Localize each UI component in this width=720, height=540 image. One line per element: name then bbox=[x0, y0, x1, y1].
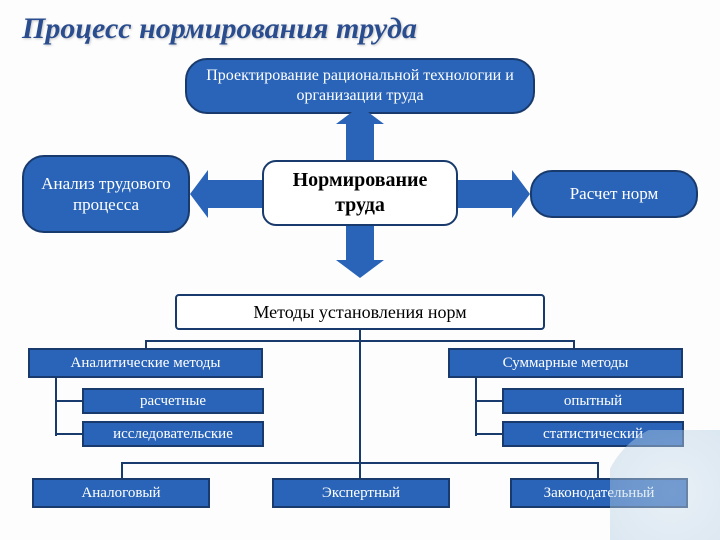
conn-to-legis bbox=[597, 462, 599, 478]
node-methods-header: Методы установления норм bbox=[175, 294, 545, 330]
node-calc-label: расчетные bbox=[140, 392, 206, 411]
page-title: Процесс нормирования труда bbox=[0, 0, 720, 54]
conn-center-long bbox=[359, 340, 361, 462]
arrow-up-head bbox=[336, 106, 384, 124]
node-experimental: опытный bbox=[502, 388, 684, 414]
conn-ana-h2 bbox=[55, 433, 82, 435]
conn-sum-v bbox=[475, 378, 477, 436]
node-right: Расчет норм bbox=[530, 170, 698, 218]
node-top-label: Проектирование рациональной технологии и… bbox=[197, 66, 523, 106]
node-calc: расчетные bbox=[82, 388, 264, 414]
conn-sum-h2 bbox=[475, 433, 502, 435]
node-analog: Аналоговый bbox=[32, 478, 210, 508]
node-center-label: Нормирование труда bbox=[274, 168, 446, 218]
conn-to-expert bbox=[359, 462, 361, 478]
node-left-label: Анализ трудового процесса bbox=[34, 173, 178, 216]
arrow-down-head bbox=[336, 260, 384, 278]
decoration-corner bbox=[610, 430, 720, 540]
conn-sum-h1 bbox=[475, 400, 502, 402]
node-experimental-label: опытный bbox=[564, 392, 622, 411]
arrow-left bbox=[205, 180, 265, 208]
node-right-label: Расчет норм bbox=[570, 183, 659, 204]
conn-to-analytical bbox=[145, 340, 147, 348]
node-analog-label: Аналоговый bbox=[81, 484, 160, 503]
arrow-right bbox=[455, 180, 515, 208]
node-center: Нормирование труда bbox=[262, 160, 458, 226]
conn-header-down bbox=[359, 330, 361, 340]
conn-ana-v bbox=[55, 378, 57, 436]
node-analytical-label: Аналитические методы bbox=[71, 354, 221, 373]
node-analytical: Аналитические методы bbox=[28, 348, 263, 378]
conn-ana-h1 bbox=[55, 400, 82, 402]
node-methods-header-label: Методы установления норм bbox=[253, 301, 466, 324]
node-expert: Экспертный bbox=[272, 478, 450, 508]
node-research-label: исследовательские bbox=[113, 425, 233, 444]
node-summary-label: Суммарные методы bbox=[503, 354, 629, 373]
conn-to-summary bbox=[573, 340, 575, 348]
node-expert-label: Экспертный bbox=[322, 484, 400, 503]
node-summary: Суммарные методы bbox=[448, 348, 683, 378]
conn-to-analog bbox=[121, 462, 123, 478]
node-research: исследовательские bbox=[82, 421, 264, 447]
arrow-right-head bbox=[512, 170, 530, 218]
arrow-up bbox=[346, 118, 374, 160]
node-left: Анализ трудового процесса bbox=[22, 155, 190, 233]
arrow-left-head bbox=[190, 170, 208, 218]
